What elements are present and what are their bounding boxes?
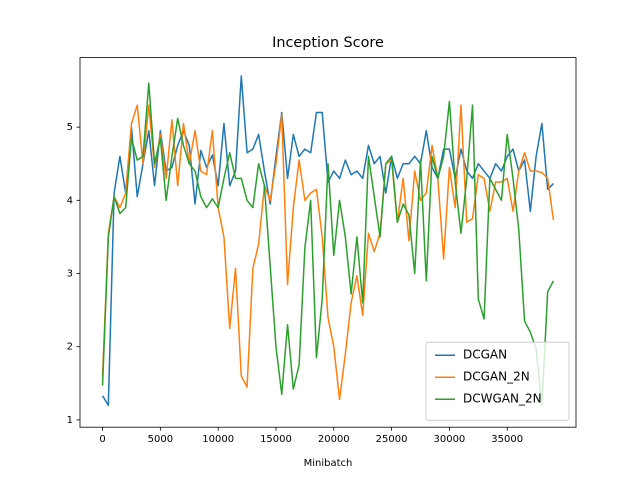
legend-box [425, 341, 570, 421]
y-tick-label: 4 [67, 195, 73, 206]
y-tick-label: 2 [67, 342, 73, 353]
x-tick-label: 10000 [202, 434, 234, 445]
series-line [101, 104, 555, 401]
plot-frame [79, 57, 577, 428]
legend-label: DCGAN_2N [463, 370, 530, 384]
x-tick-label: 35000 [491, 434, 523, 445]
series-line [101, 82, 555, 406]
x-tick-label: 5000 [148, 434, 173, 445]
x-tick-label: 15000 [260, 434, 292, 445]
y-tick-label: 5 [67, 122, 73, 133]
legend: DCGAN DCGAN_2N DCWGAN_2N [425, 341, 570, 421]
chart-title: Inception Score [272, 35, 384, 51]
y-tick-label: 1 [67, 415, 73, 426]
legend-label: DCGAN [463, 348, 507, 362]
x-tick-label: 25000 [376, 434, 408, 445]
x-tick-label: 0 [99, 434, 105, 445]
x-axis-label: Minibatch [304, 458, 353, 469]
series-line [101, 75, 554, 406]
legend-label: DCWGAN_2N [463, 392, 542, 406]
x-tick-label: 30000 [433, 434, 465, 445]
y-tick-label: 3 [67, 269, 73, 280]
x-tick-label: 20000 [318, 434, 350, 445]
